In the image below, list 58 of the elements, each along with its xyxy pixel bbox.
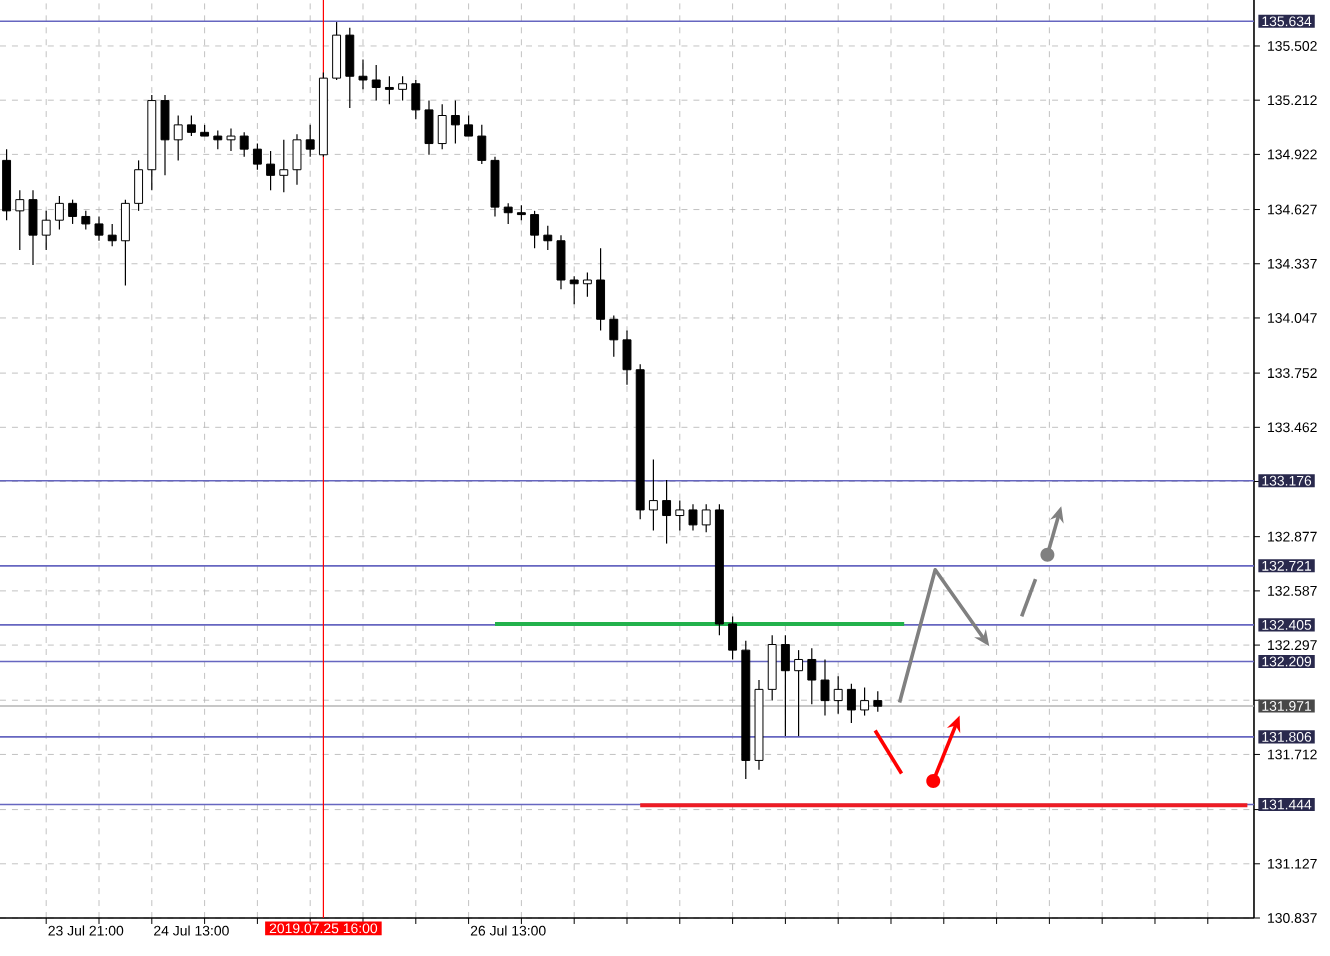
candlestick bbox=[437, 103, 447, 150]
candlestick bbox=[41, 210, 51, 251]
candlestick bbox=[780, 634, 790, 737]
candlestick bbox=[94, 215, 104, 242]
candlestick bbox=[226, 127, 236, 152]
candlestick bbox=[279, 139, 289, 193]
candlestick bbox=[728, 615, 738, 661]
candlestick bbox=[543, 225, 553, 251]
candlestick bbox=[411, 79, 421, 120]
candlestick bbox=[873, 690, 883, 713]
candlestick bbox=[213, 129, 223, 150]
candlestick bbox=[503, 202, 513, 225]
candlestick bbox=[675, 499, 685, 532]
candlestick bbox=[767, 634, 777, 702]
candlestick bbox=[305, 124, 315, 158]
candlestick bbox=[820, 658, 830, 717]
candlestick bbox=[833, 675, 843, 715]
candlestick bbox=[648, 458, 658, 532]
candlestick bbox=[28, 189, 38, 266]
candlestick bbox=[371, 64, 381, 102]
candlestick bbox=[860, 686, 870, 717]
candlestick bbox=[120, 199, 130, 287]
candlestick bbox=[794, 649, 804, 737]
candlestick bbox=[477, 124, 487, 165]
candlestick bbox=[292, 133, 302, 186]
candlestick bbox=[160, 94, 170, 176]
candlestick bbox=[398, 75, 408, 102]
candlestick bbox=[688, 503, 698, 532]
candlestick bbox=[107, 223, 117, 247]
candlestick bbox=[807, 647, 817, 705]
candlestick bbox=[54, 195, 64, 231]
candlestick bbox=[186, 114, 196, 137]
candlestick bbox=[384, 75, 394, 105]
candlestick bbox=[15, 189, 25, 251]
candlestick bbox=[450, 99, 460, 145]
candlestick bbox=[582, 271, 592, 298]
candlestick bbox=[464, 114, 474, 137]
candlestick bbox=[68, 199, 78, 225]
candlestick bbox=[490, 156, 500, 218]
candlestick bbox=[569, 275, 579, 305]
candlestick bbox=[596, 247, 606, 332]
candlestick bbox=[424, 99, 434, 156]
candlestick bbox=[81, 210, 91, 231]
candlestick bbox=[134, 159, 144, 212]
candlestick bbox=[556, 234, 566, 290]
candlestick bbox=[846, 683, 856, 724]
candlestick bbox=[252, 142, 262, 171]
candlestick bbox=[239, 131, 249, 158]
candlestick bbox=[530, 210, 540, 249]
candlestick bbox=[609, 314, 619, 358]
candlestick bbox=[332, 21, 342, 81]
candlestick bbox=[345, 27, 355, 109]
candlestick bbox=[701, 503, 711, 533]
candlestick bbox=[622, 329, 632, 386]
candlestick bbox=[173, 114, 183, 161]
candlestick bbox=[662, 479, 672, 545]
candlestick bbox=[266, 150, 276, 191]
candlestick bbox=[358, 58, 368, 90]
